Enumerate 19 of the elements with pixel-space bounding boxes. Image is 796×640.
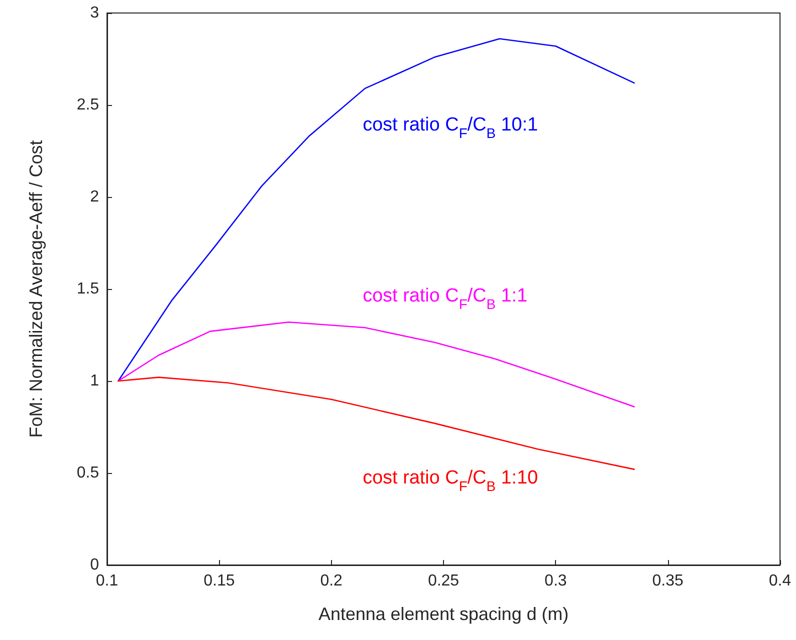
x-tick-label: 0.15 xyxy=(204,572,235,590)
x-tick-label: 0.3 xyxy=(544,572,567,590)
y-axis-title: FoM: Normalized Average-Aeff / Cost xyxy=(26,140,46,438)
x-tick-label: 0.4 xyxy=(768,572,792,590)
x-tick-label: 0.25 xyxy=(428,572,460,590)
y-tick-label: 0 xyxy=(90,556,100,574)
y-tick-label: 1 xyxy=(90,372,100,390)
y-tick-label: 3 xyxy=(90,4,100,22)
x-tick-label: 0.2 xyxy=(320,572,343,590)
x-tick-label: 0.1 xyxy=(96,572,118,590)
x-axis-title: Antenna element spacing d (m) xyxy=(318,604,569,624)
x-tick-label: 0.35 xyxy=(652,572,684,590)
y-tick-label: 2.5 xyxy=(76,96,100,114)
line-series xyxy=(118,321,635,408)
y-tick-label: 0.5 xyxy=(76,464,100,482)
line-series xyxy=(118,38,635,382)
line-series xyxy=(118,376,635,470)
y-tick-label: 1.5 xyxy=(76,280,100,298)
y-tick-label: 2 xyxy=(90,188,100,206)
